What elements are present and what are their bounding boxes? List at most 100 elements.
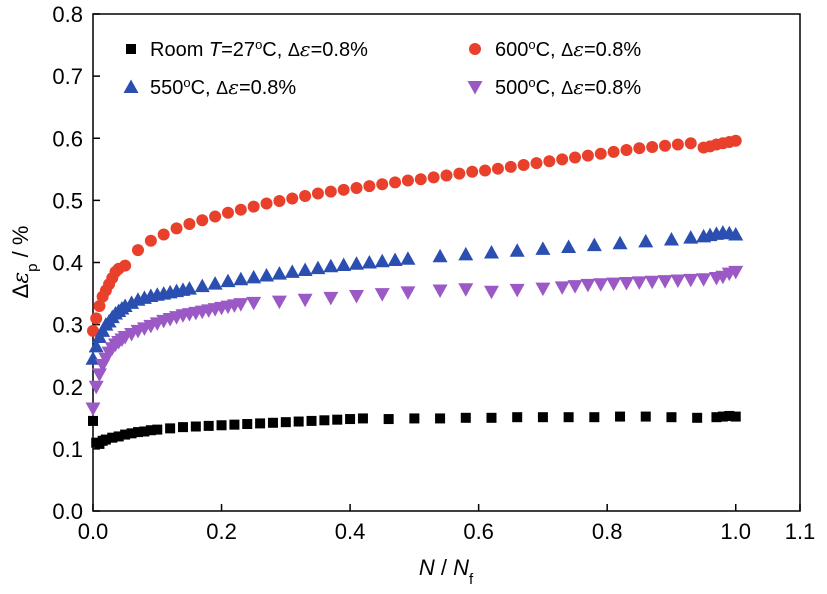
y-tick-label: 0.4 [52, 251, 83, 276]
data-point [409, 413, 420, 424]
data-point [657, 275, 673, 289]
legend-entry: Room T=27oC, Δε=0.8% [126, 37, 368, 62]
legend-mid: 500 [495, 77, 528, 99]
legend-marker [126, 44, 136, 54]
data-point [440, 169, 453, 182]
data-point [229, 419, 240, 430]
legend-marker [467, 81, 483, 95]
legend-label: 550oC, Δε=0.8% [150, 75, 296, 100]
data-point [267, 417, 278, 428]
data-point [387, 252, 403, 267]
data-point [581, 149, 594, 162]
data-point [299, 190, 312, 203]
data-point [537, 412, 548, 423]
data-point [349, 290, 365, 304]
data-point [310, 260, 326, 275]
data-point [349, 256, 365, 270]
data-point [730, 411, 741, 422]
data-point [376, 178, 389, 191]
data-point [152, 424, 163, 435]
series-3 [85, 265, 744, 416]
y-axis-title-part: Δ [8, 283, 33, 298]
x-axis-title-part: N [453, 555, 469, 580]
data-point [91, 368, 107, 382]
legend-label: Room T=27oC, Δε=0.8% [150, 37, 368, 62]
data-point [717, 411, 728, 422]
data-point [126, 428, 137, 439]
x-tick-label: 0.4 [335, 519, 366, 544]
legend-post: C, [191, 77, 217, 99]
data-point [512, 412, 523, 423]
data-point [297, 293, 313, 308]
y-axis-title: Δεp / % [8, 226, 41, 299]
data-point [659, 139, 672, 152]
legend-marker [123, 79, 139, 93]
data-point [107, 432, 118, 443]
data-point [233, 298, 249, 312]
x-axis-title-part: / [435, 555, 453, 580]
x-axis-title-part: N [419, 555, 435, 580]
legend-tail: =0.8% [584, 77, 641, 99]
legend-mid: 550 [150, 77, 183, 99]
data-point [644, 275, 660, 290]
data-point [612, 235, 628, 250]
data-point [293, 416, 304, 427]
legend-delta: Δ [288, 40, 300, 60]
data-point [666, 412, 677, 423]
legend-post: C, [262, 39, 288, 61]
data-point [323, 258, 339, 273]
data-point [569, 151, 582, 164]
data-point [389, 176, 402, 189]
data-point [486, 412, 497, 423]
data-point [401, 174, 414, 187]
legend-sup: o [528, 37, 535, 52]
data-point [319, 415, 330, 426]
data-point [361, 255, 377, 269]
data-point [203, 420, 214, 431]
data-point [119, 259, 132, 272]
data-point [284, 264, 300, 278]
data-point [556, 153, 569, 166]
data-point [93, 299, 106, 312]
data-point [561, 239, 577, 253]
x-tick-label: 0.0 [78, 519, 109, 544]
y-tick-label: 0.3 [52, 313, 83, 338]
data-point [247, 200, 260, 213]
data-point [246, 296, 262, 311]
x-axis-ticks: 0.0 0.2 0.4 0.6 0.8 1.0 1.1 [78, 504, 815, 544]
data-point [255, 418, 266, 429]
data-point [586, 237, 602, 252]
y-tick-label: 0.0 [52, 499, 83, 524]
data-point [190, 421, 201, 432]
data-point [683, 273, 699, 288]
data-point [427, 171, 440, 184]
data-point [543, 155, 556, 168]
data-point [638, 233, 654, 248]
data-point [85, 402, 101, 416]
data-point [145, 425, 156, 436]
data-point [728, 227, 744, 241]
data-point [606, 277, 622, 292]
legend-tail: =0.8% [311, 39, 368, 61]
data-point [271, 266, 287, 280]
data-point [400, 251, 416, 265]
data-point [88, 415, 98, 426]
x-tick-label: 1.0 [720, 519, 751, 544]
data-point [671, 138, 684, 151]
data-point [479, 164, 492, 177]
legend-entry: 600oC, Δε=0.8% [469, 37, 641, 61]
data-point [567, 280, 583, 294]
data-point [363, 180, 376, 193]
data-point [670, 274, 686, 289]
data-point [460, 412, 471, 423]
legend-label: 500oC, Δε=0.8% [495, 75, 641, 100]
legend-prefix: Room [150, 39, 209, 61]
y-tick-label: 0.8 [52, 2, 83, 27]
x-tick-label: 0.2 [206, 519, 237, 544]
data-point [728, 265, 744, 280]
data-point [350, 181, 363, 194]
data-point [640, 411, 651, 422]
data-point [87, 324, 99, 337]
data-point [646, 140, 659, 153]
